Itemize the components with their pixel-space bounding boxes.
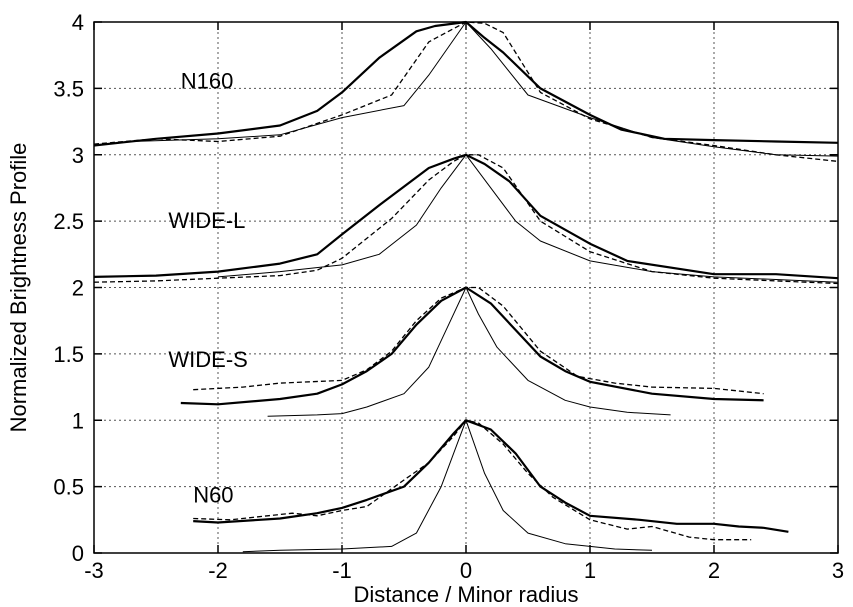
group-label-n60: N60	[193, 483, 233, 508]
group-label-wide-s: WIDE-S	[168, 347, 247, 372]
y-tick-label: 1	[72, 408, 84, 433]
axis-ticks: -3 -2 -1 0 1 2 3 0 0.5 1 1.5 2 2.5 3 3.5 4	[53, 10, 844, 583]
wide-s-thin-line	[267, 287, 671, 417]
group-label-n160: N160	[181, 68, 234, 93]
wide-l-thick-line	[93, 153, 839, 280]
y-tick-label: 0.5	[53, 475, 84, 500]
x-tick-label: 1	[584, 558, 596, 583]
group-label-wide-l: WIDE-L	[168, 208, 245, 233]
wide-l-thin-line	[217, 154, 839, 283]
x-tick-label: 2	[708, 558, 720, 583]
y-tick-label: 2	[72, 276, 84, 301]
x-axis-title: Distance / Minor radius	[354, 582, 579, 607]
x-tick-label: -1	[332, 558, 352, 583]
group-labels: N160 WIDE-L WIDE-S N60	[168, 68, 247, 507]
x-tick-label: 0	[460, 558, 472, 583]
x-tick-label: 3	[832, 558, 844, 583]
y-tick-label: 1.5	[53, 342, 84, 367]
wide-s-dashed-line	[193, 286, 764, 395]
y-tick-label: 3.5	[53, 76, 84, 101]
y-axis-title: Normalized Brightness Profile	[6, 143, 31, 433]
n160-thin-line	[131, 21, 839, 157]
x-tick-label: -2	[208, 558, 228, 583]
y-tick-label: 4	[72, 10, 84, 35]
wide-s-thick-line	[180, 286, 764, 406]
y-tick-label: 0	[72, 541, 84, 566]
x-tick-label: -3	[84, 558, 104, 583]
n60-thick-line	[193, 419, 789, 533]
y-tick-label: 2.5	[53, 209, 84, 234]
y-tick-label: 3	[72, 143, 84, 168]
